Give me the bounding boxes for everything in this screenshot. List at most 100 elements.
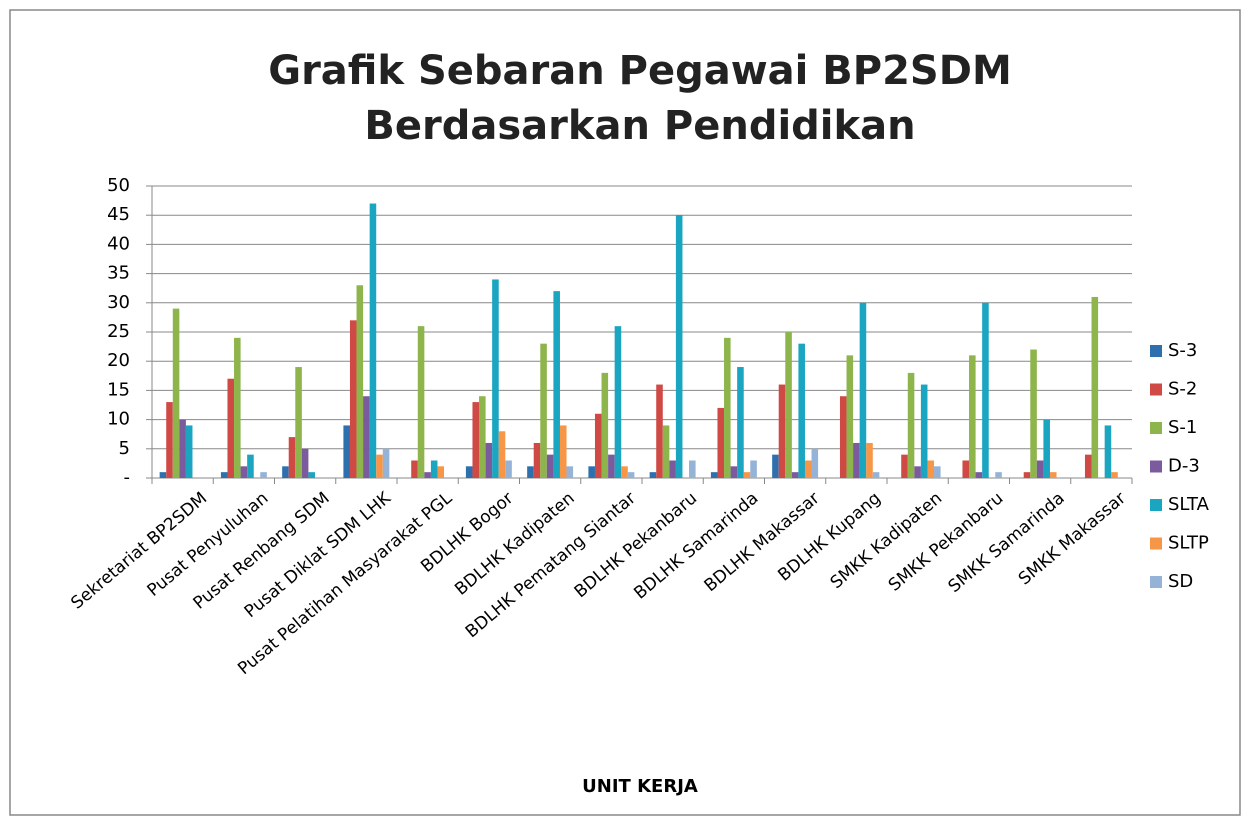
bar xyxy=(1111,472,1118,478)
bar xyxy=(172,308,180,478)
bar xyxy=(791,472,799,478)
bar xyxy=(430,460,438,478)
bar xyxy=(363,396,370,478)
bar xyxy=(498,431,506,478)
y-tick-label: - xyxy=(124,467,131,488)
bar xyxy=(479,396,486,478)
legend-label: SLTP xyxy=(1168,533,1209,554)
bar xyxy=(159,472,167,478)
bar xyxy=(675,215,683,478)
bar xyxy=(240,466,248,478)
bar xyxy=(1043,419,1050,478)
bar xyxy=(1036,460,1044,478)
bar xyxy=(594,413,602,478)
bar xyxy=(356,285,364,478)
bar xyxy=(962,460,970,478)
bar xyxy=(737,367,744,478)
bar xyxy=(559,425,567,478)
bar xyxy=(601,372,609,478)
bar xyxy=(689,460,696,478)
bar xyxy=(975,472,983,478)
bar xyxy=(472,402,480,478)
bar xyxy=(969,355,976,478)
bar xyxy=(811,448,819,478)
legend-swatch xyxy=(1150,383,1162,396)
legend-swatch xyxy=(1150,422,1162,434)
bar xyxy=(376,454,383,478)
bar xyxy=(424,472,431,478)
bar xyxy=(1049,472,1057,478)
bar xyxy=(656,384,663,478)
bar xyxy=(614,326,622,478)
y-tick-label: 50 xyxy=(107,175,130,196)
bar xyxy=(343,425,350,478)
y-tick-label: 40 xyxy=(107,233,130,254)
bar xyxy=(866,442,873,478)
bar xyxy=(710,472,718,478)
bar xyxy=(669,460,676,478)
bar xyxy=(282,466,289,478)
bar xyxy=(934,466,941,478)
bar xyxy=(982,302,989,478)
bar xyxy=(465,466,473,478)
bar xyxy=(349,320,357,478)
bar xyxy=(220,472,228,478)
bar xyxy=(566,466,574,478)
bar xyxy=(778,384,786,478)
bar xyxy=(227,378,235,478)
y-tick-label: 30 xyxy=(107,292,130,313)
legend-swatch xyxy=(1150,537,1162,550)
bar xyxy=(1091,296,1099,478)
bar xyxy=(437,466,445,478)
bar xyxy=(288,437,296,478)
bar xyxy=(260,472,267,478)
bar xyxy=(717,407,725,478)
bar xyxy=(662,425,670,478)
chart-subtitle: Berdasarkan Pendidikan xyxy=(364,103,915,149)
bar xyxy=(920,384,928,478)
bar xyxy=(485,442,493,478)
bar xyxy=(295,367,302,478)
legend-label: SLTA xyxy=(1168,494,1210,515)
bar xyxy=(179,419,186,478)
bar xyxy=(411,460,418,478)
bar xyxy=(1104,425,1112,478)
y-tick-label: 5 xyxy=(119,438,130,459)
bar xyxy=(492,279,499,478)
y-tick-label: 35 xyxy=(107,263,130,284)
y-tick-label: 45 xyxy=(107,204,130,225)
legend-label: S-2 xyxy=(1168,379,1197,400)
bar xyxy=(166,402,173,478)
bar xyxy=(927,460,935,478)
bar xyxy=(785,332,792,478)
bar xyxy=(798,343,805,478)
bar xyxy=(750,460,757,478)
bar xyxy=(1023,472,1031,478)
bar xyxy=(369,203,377,478)
bar xyxy=(1030,349,1037,478)
bar xyxy=(546,454,554,478)
legend-label: S-3 xyxy=(1168,340,1197,361)
bar xyxy=(914,466,921,478)
bar xyxy=(608,454,615,478)
chart-title: Grafik Sebaran Pegawai BP2SDM xyxy=(268,48,1012,94)
bar xyxy=(382,448,390,478)
bar xyxy=(588,466,595,478)
bar xyxy=(553,291,560,478)
y-tick-label: 25 xyxy=(107,321,130,342)
legend-swatch xyxy=(1150,460,1162,473)
legend-label: SD xyxy=(1168,571,1193,592)
bar xyxy=(872,472,880,478)
legend-label: D-3 xyxy=(1168,456,1200,477)
bar xyxy=(730,466,738,478)
bar xyxy=(505,460,512,478)
x-axis-label: UNIT KERJA xyxy=(582,776,698,797)
bar xyxy=(772,454,779,478)
bar xyxy=(743,472,751,478)
bar xyxy=(853,442,860,478)
legend-label: S-1 xyxy=(1168,417,1197,438)
bar xyxy=(540,343,547,478)
bar xyxy=(995,472,1002,478)
bar xyxy=(846,355,854,478)
bar xyxy=(234,337,241,478)
